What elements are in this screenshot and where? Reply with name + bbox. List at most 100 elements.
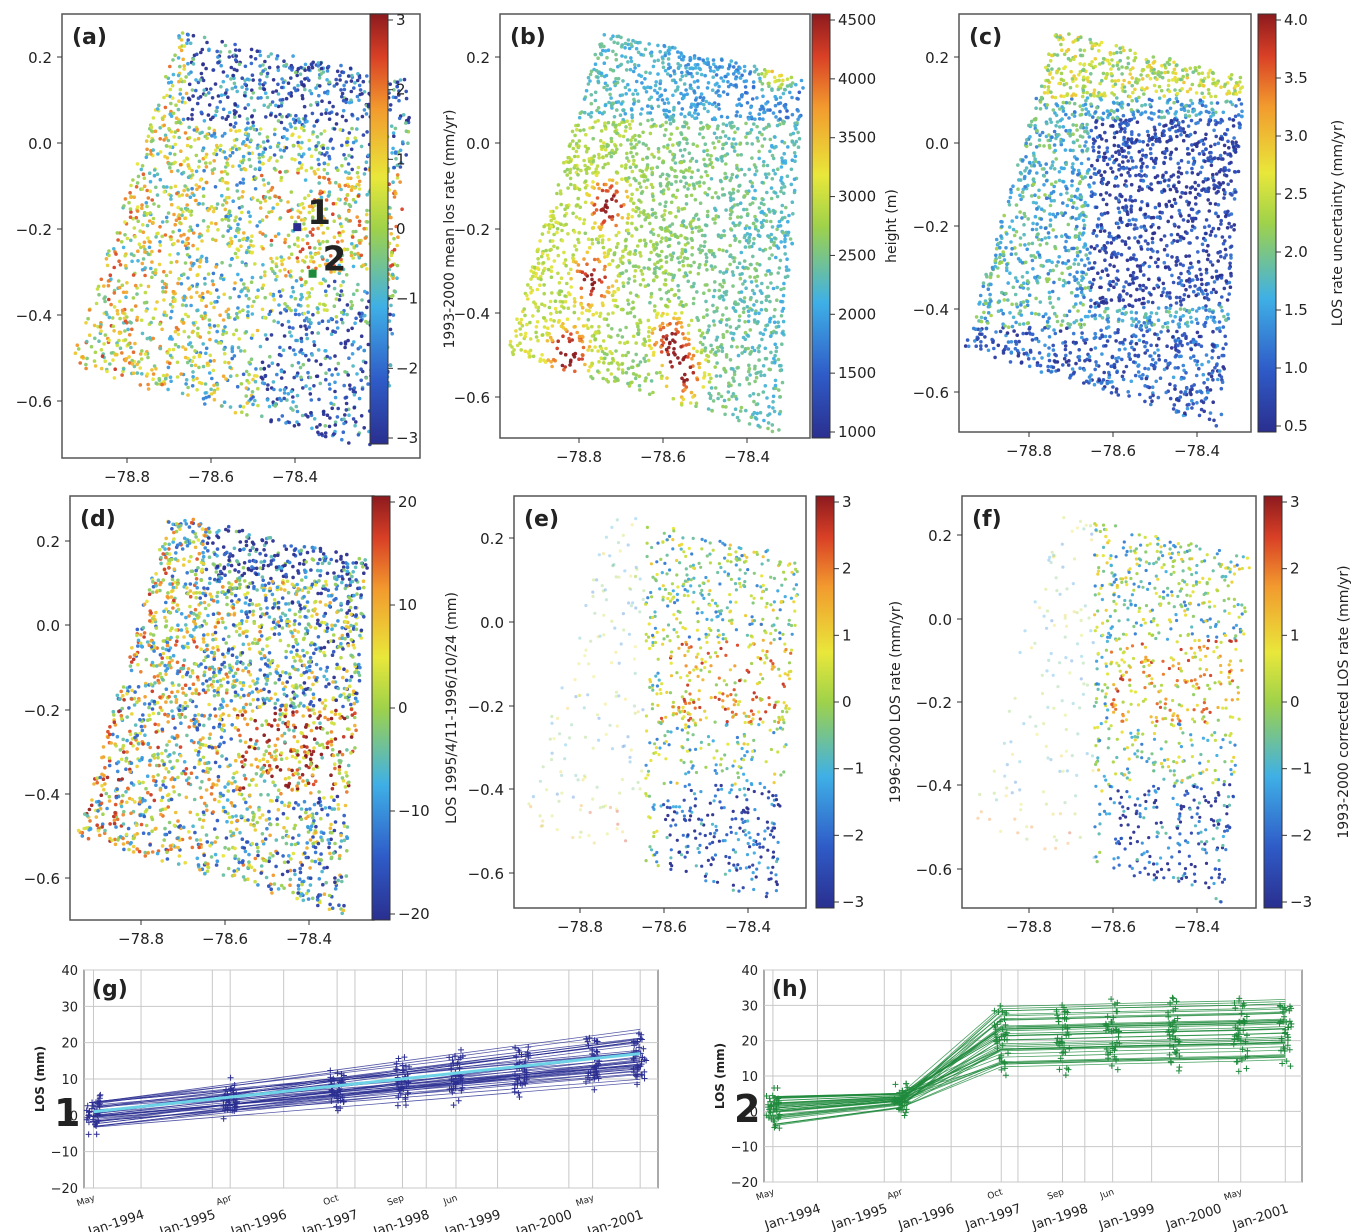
- scatter-point: [575, 269, 580, 274]
- scatter-point: [695, 181, 699, 185]
- scatter-point: [601, 245, 606, 250]
- scatter-point: [200, 239, 204, 243]
- scatter-point: [187, 209, 192, 214]
- scatter-point: [713, 280, 717, 284]
- scatter-point: [692, 80, 697, 84]
- scatter-point: [214, 143, 219, 148]
- scatter-point: [265, 387, 270, 392]
- scatter-point: [329, 401, 333, 406]
- scatter-point: [707, 324, 711, 328]
- scatter-point: [150, 368, 154, 372]
- scatter-point: [715, 127, 720, 131]
- scatter-point: [608, 262, 612, 267]
- scatter-point: [347, 441, 351, 445]
- scatter-point: [565, 173, 569, 177]
- scatter-point: [639, 74, 644, 78]
- scatter-point: [249, 239, 253, 243]
- scatter-point: [633, 63, 637, 67]
- scatter-point: [333, 389, 337, 394]
- scatter-point: [332, 127, 337, 131]
- scatter-point: [749, 295, 753, 300]
- scatter-point: [195, 388, 199, 392]
- scatter-point: [778, 95, 783, 100]
- scatter-point: [256, 403, 260, 408]
- scatter-point: [284, 62, 289, 67]
- scatter-point: [751, 80, 756, 84]
- scatter-point: [126, 342, 131, 347]
- scatter-point: [289, 124, 293, 129]
- scatter-point: [267, 364, 271, 368]
- scatter-point: [538, 239, 542, 243]
- scatter-point: [204, 259, 209, 264]
- scatter-point: [775, 194, 780, 199]
- scatter-point: [546, 358, 550, 362]
- scatter-point: [195, 376, 199, 381]
- scatter-point: [768, 334, 773, 339]
- scatter-point: [771, 394, 776, 399]
- scatter-point: [134, 215, 139, 220]
- scatter-point: [610, 284, 615, 288]
- scatter-point: [771, 111, 776, 115]
- scatter-point: [609, 372, 614, 376]
- scatter-point: [748, 262, 753, 267]
- scatter-point: [588, 79, 592, 83]
- scatter-point: [397, 116, 402, 121]
- scatter-point: [737, 261, 742, 266]
- scatter-point: [309, 154, 314, 158]
- scatter-point: [689, 105, 693, 109]
- scatter-point: [364, 160, 369, 164]
- scatter-point: [182, 188, 186, 193]
- scatter-point: [759, 308, 764, 312]
- scatter-point: [345, 247, 350, 252]
- scatter-point: [698, 201, 703, 205]
- scatter-point: [615, 265, 619, 269]
- scatter-point: [772, 211, 777, 215]
- scatter-point: [679, 160, 684, 165]
- scatter-point: [777, 363, 782, 368]
- scatter-point: [590, 201, 594, 205]
- scatter-point: [554, 220, 558, 224]
- scatter-point: [94, 301, 99, 306]
- scatter-point: [306, 291, 310, 295]
- scatter-point: [607, 237, 611, 242]
- scatter-point: [251, 124, 256, 128]
- scatter-point: [321, 412, 326, 417]
- scatter-point: [310, 233, 315, 237]
- scatter-point: [187, 287, 191, 291]
- scatter-point: [597, 186, 601, 191]
- scatter-point: [602, 110, 606, 115]
- scatter-point: [401, 113, 406, 117]
- scatter-point: [760, 281, 764, 286]
- scatter-point: [174, 325, 179, 330]
- scatter-point: [365, 267, 369, 271]
- scatter-point: [280, 262, 284, 267]
- scatter-point: [769, 350, 773, 355]
- scatter-point: [301, 386, 305, 390]
- scatter-point: [634, 227, 639, 232]
- scatter-point: [112, 376, 117, 380]
- scatter-point: [782, 103, 787, 108]
- scatter-point: [675, 126, 679, 130]
- scatter-point: [700, 248, 704, 253]
- scatter-point: [266, 383, 270, 387]
- scatter-point: [753, 379, 757, 384]
- scatter-point: [724, 323, 729, 327]
- scatter-point: [268, 145, 273, 149]
- scatter-point: [689, 264, 693, 268]
- scatter-point: [680, 207, 684, 211]
- scatter-point: [785, 257, 789, 262]
- scatter-point: [393, 189, 397, 194]
- scatter-point: [766, 108, 770, 112]
- scatter-point: [572, 183, 577, 188]
- scatter-point: [577, 144, 581, 148]
- scatter-point: [695, 349, 699, 354]
- scatter-point: [567, 336, 571, 341]
- scatter-point: [279, 255, 284, 259]
- scatter-point: [168, 112, 172, 116]
- scatter-point: [542, 224, 546, 229]
- scatter-point: [576, 196, 580, 201]
- scatter-point: [361, 263, 366, 268]
- scatter-point: [275, 372, 279, 377]
- scatter-point: [704, 259, 709, 264]
- scatter-point: [671, 143, 675, 147]
